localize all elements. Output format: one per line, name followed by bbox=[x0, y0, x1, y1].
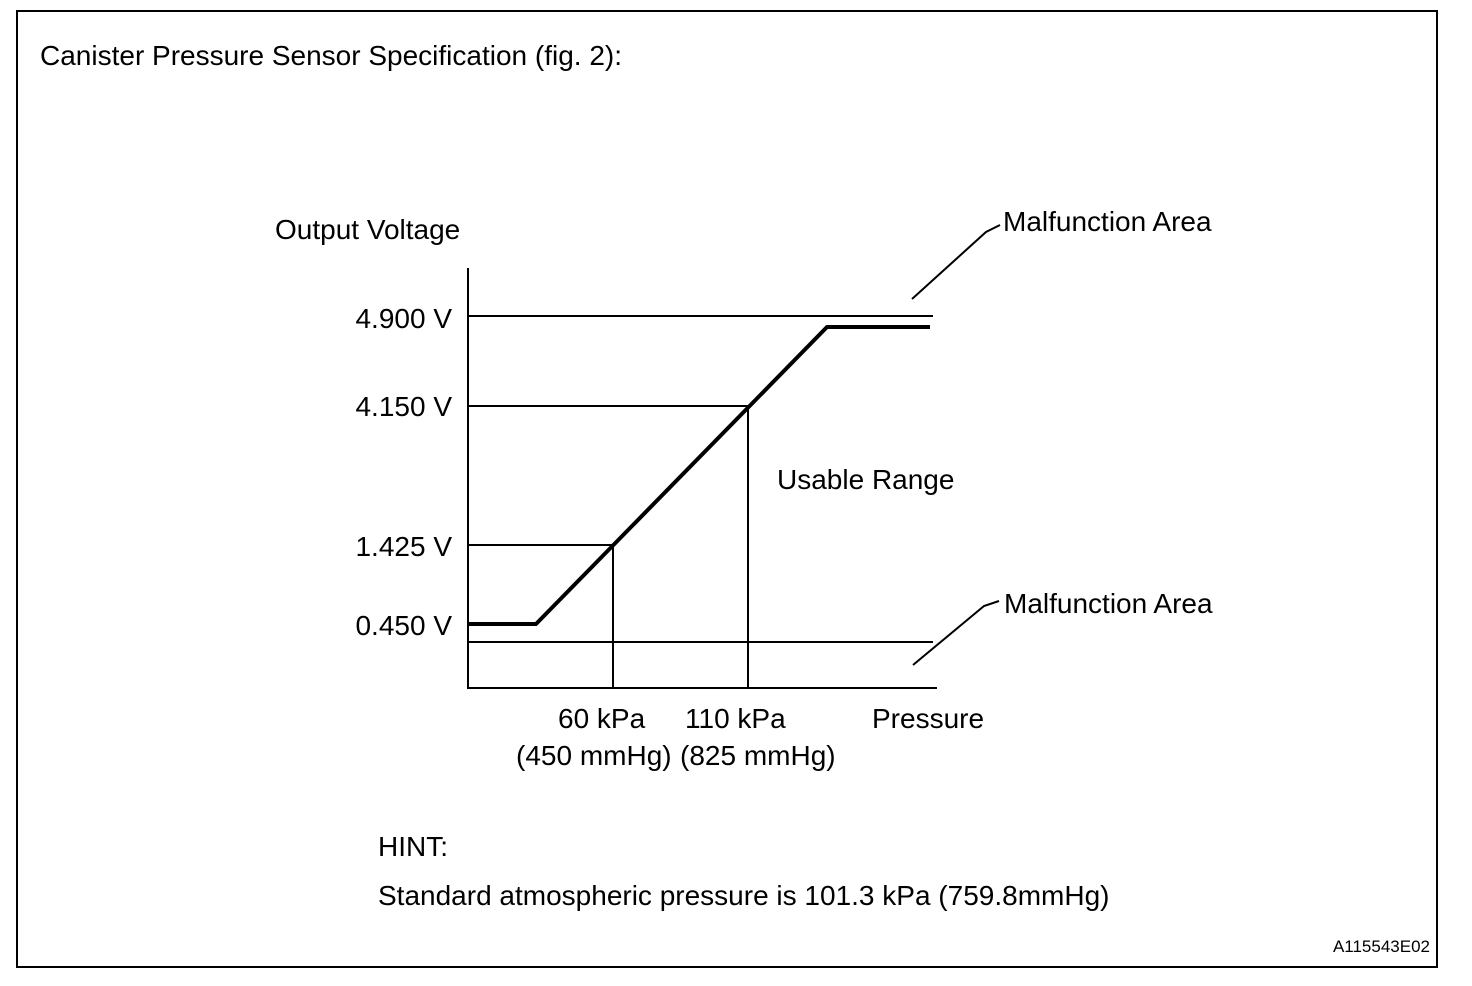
sensor-output-curve bbox=[468, 325, 930, 626]
hint-label: HINT: bbox=[378, 831, 448, 862]
y-tick-label-4150v: 4.150 V bbox=[355, 391, 452, 422]
y-tick-label-4900v: 4.900 V bbox=[355, 303, 452, 334]
leader-line-malfunction-top bbox=[911, 224, 1001, 300]
figure-code: A115543E02 bbox=[1332, 937, 1430, 956]
malfunction-area-label-bottom: Malfunction Area bbox=[1004, 588, 1213, 619]
figure-border-frame bbox=[16, 10, 1438, 968]
leader-line-malfunction-bottom bbox=[912, 600, 1000, 666]
x-tick-label-825mmhg: (825 mmHg) bbox=[680, 740, 836, 771]
x-tick-label-110kpa: 110 kPa bbox=[685, 703, 786, 734]
usable-range-label: Usable Range bbox=[777, 464, 955, 495]
malfunction-area-label-top: Malfunction Area bbox=[1003, 206, 1212, 237]
y-tick-label-0450v: 0.450 V bbox=[355, 610, 452, 641]
figure-title: Canister Pressure Sensor Specification (… bbox=[40, 40, 623, 71]
x-tick-label-450mmhg: (450 mmHg) bbox=[516, 740, 672, 771]
y-axis-title: Output Voltage bbox=[275, 214, 461, 245]
x-tick-label-60kpa: 60 kPa bbox=[558, 703, 646, 734]
y-tick-label-1425v: 1.425 V bbox=[355, 531, 452, 562]
x-axis-title: Pressure bbox=[872, 703, 985, 734]
hint-text: Standard atmospheric pressure is 101.3 k… bbox=[378, 880, 1110, 911]
